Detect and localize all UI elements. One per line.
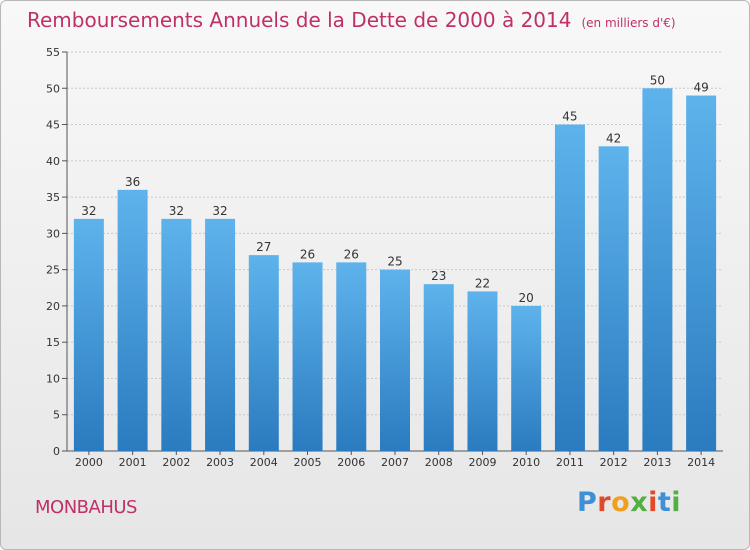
x-tick-label: 2007 bbox=[381, 456, 409, 469]
value-label-2012: 42 bbox=[606, 131, 621, 145]
value-label-2002: 32 bbox=[169, 204, 184, 218]
value-label-2006: 26 bbox=[344, 247, 359, 261]
bar-2013 bbox=[642, 88, 673, 451]
x-tick-label: 2003 bbox=[206, 456, 234, 469]
bar-2011 bbox=[554, 124, 585, 451]
data-labels: 32 36 32 32 27 26 26 25 23 22 20 45 42 50 49 bbox=[81, 73, 709, 305]
value-label-2013: 50 bbox=[650, 73, 665, 87]
value-label-2004: 27 bbox=[256, 240, 271, 254]
value-label-2005: 26 bbox=[300, 247, 315, 261]
bar-2008 bbox=[423, 284, 454, 451]
x-tick-label: 2005 bbox=[294, 456, 322, 469]
bar-2004 bbox=[248, 255, 279, 451]
bar-2000 bbox=[73, 218, 104, 451]
value-label-2001: 36 bbox=[125, 175, 140, 189]
y-tick-label: 15 bbox=[46, 336, 60, 349]
bar-2002 bbox=[161, 218, 192, 451]
bars bbox=[73, 88, 717, 452]
x-tick-label: 2014 bbox=[687, 456, 715, 469]
y-tick-label: 45 bbox=[46, 119, 60, 132]
y-tick-label: 25 bbox=[46, 264, 60, 277]
x-tick-label: 2000 bbox=[75, 456, 103, 469]
value-label-2003: 32 bbox=[212, 204, 227, 218]
value-label-2014: 49 bbox=[693, 81, 708, 95]
logo-letter: x bbox=[630, 487, 649, 518]
chart-title-text: Remboursements Annuels de la Dette de 20… bbox=[27, 8, 572, 32]
bar-2012 bbox=[598, 146, 629, 452]
logo-letter: i bbox=[671, 487, 682, 518]
chart-unit: (en milliers d'€) bbox=[581, 16, 676, 30]
x-tick-label: 2009 bbox=[468, 456, 496, 469]
x-tick-label: 2010 bbox=[512, 456, 540, 469]
y-tick-label: 10 bbox=[46, 372, 60, 385]
value-label-2000: 32 bbox=[81, 204, 96, 218]
logo-letter: P bbox=[577, 487, 598, 518]
x-tick-label: 2013 bbox=[643, 456, 671, 469]
x-tick-label: 2002 bbox=[162, 456, 190, 469]
bar-2007 bbox=[380, 269, 410, 451]
proxiti-logo[interactable]: Proxiti bbox=[577, 487, 681, 518]
y-tick-label: 5 bbox=[53, 409, 60, 422]
bar-2010 bbox=[511, 305, 542, 451]
value-label-2009: 22 bbox=[475, 276, 490, 290]
y-tick-label: 30 bbox=[46, 227, 60, 240]
x-tick-label: 2011 bbox=[556, 456, 584, 469]
y-tick-label: 50 bbox=[46, 82, 60, 95]
value-label-2008: 23 bbox=[431, 269, 446, 283]
value-label-2010: 20 bbox=[519, 291, 534, 305]
logo-letter: r bbox=[597, 487, 612, 518]
value-label-2007: 25 bbox=[387, 255, 402, 269]
y-tick-label: 35 bbox=[46, 191, 60, 204]
x-tick-label: 2006 bbox=[337, 456, 365, 469]
logo-letter: i bbox=[648, 487, 658, 518]
y-tick-label: 20 bbox=[46, 300, 60, 313]
y-tick-label: 0 bbox=[53, 445, 60, 458]
bar-2006 bbox=[336, 262, 367, 451]
x-tick-label: 2008 bbox=[425, 456, 453, 469]
axes: 0 5 10 15 20 25 30 35 40 45 50 55 2000 2001 2002 2003 20… bbox=[46, 46, 723, 469]
x-tick-label: 2004 bbox=[250, 456, 278, 469]
bar-2014 bbox=[686, 95, 717, 451]
x-tick-label: 2001 bbox=[119, 456, 147, 469]
bar-2001 bbox=[117, 189, 148, 451]
y-tick-label: 40 bbox=[46, 155, 60, 168]
bar-2003 bbox=[205, 218, 236, 451]
logo-letter: o bbox=[611, 487, 631, 518]
y-tick-label: 55 bbox=[46, 46, 60, 59]
bar-2009 bbox=[467, 291, 498, 451]
logo-letter: t bbox=[657, 487, 672, 518]
value-label-2011: 45 bbox=[562, 110, 577, 124]
chart-title: Remboursements Annuels de la Dette de 20… bbox=[27, 8, 676, 32]
commune-name: MONBAHUS bbox=[35, 497, 137, 518]
x-tick-label: 2012 bbox=[600, 456, 628, 469]
bar-2005 bbox=[292, 262, 323, 451]
